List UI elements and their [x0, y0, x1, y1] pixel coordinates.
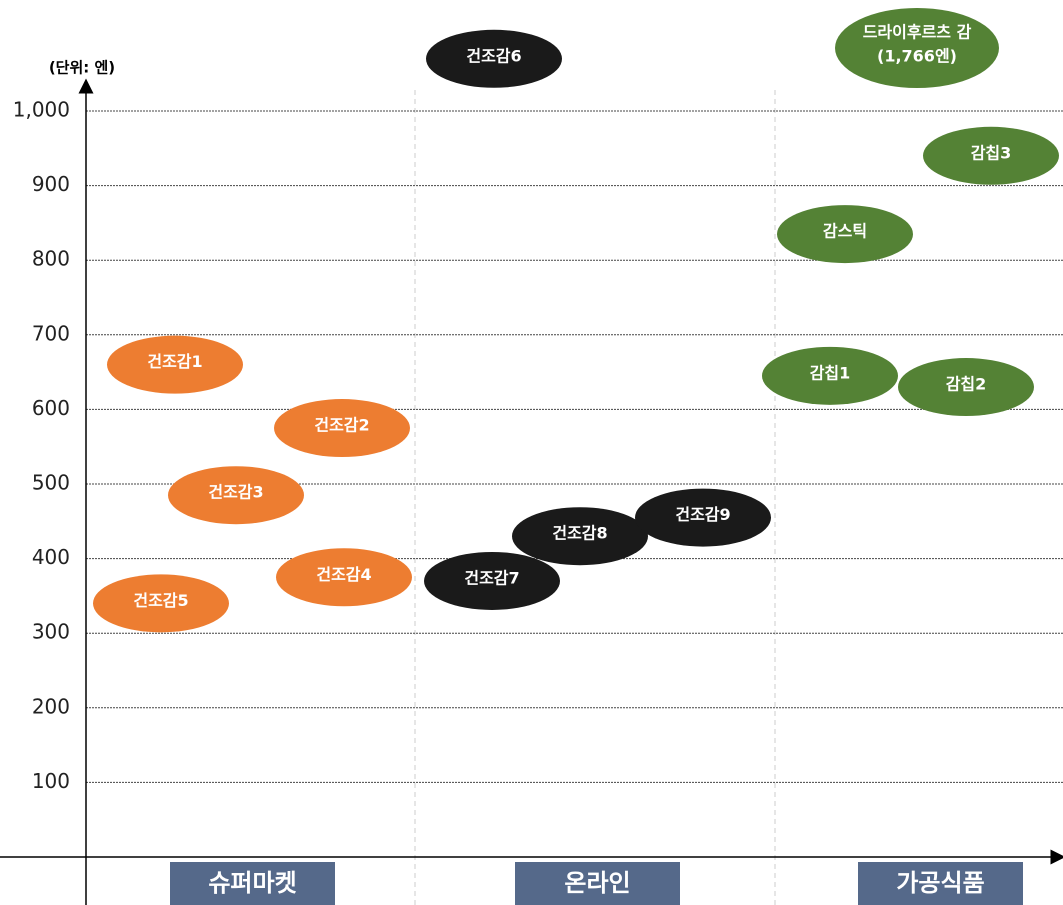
category-label: 슈퍼마켓: [208, 869, 296, 897]
point-label: 건조감2: [314, 416, 369, 435]
point: [276, 548, 412, 607]
point: [274, 399, 410, 458]
y-tick-label: 300: [32, 620, 70, 644]
point-label: 감스틱: [823, 222, 867, 241]
y-tick-label: 700: [32, 321, 70, 345]
point: [93, 574, 229, 633]
point-label: 건조감5: [133, 591, 188, 610]
point-label: 건조감9: [675, 505, 730, 524]
y-tick-label: 1,000: [13, 98, 70, 122]
point: [762, 346, 898, 405]
y-tick-label: 500: [32, 471, 70, 495]
category-box: [515, 862, 680, 905]
category-label: 가공식품: [896, 869, 984, 897]
y-tick-label: 200: [32, 694, 70, 718]
point-label: 건조감6: [466, 46, 521, 65]
point: [424, 551, 560, 610]
annotation-subtext: (1,766엔): [877, 47, 957, 66]
y-axis-label: (단위: 엔): [49, 59, 115, 77]
category-box: [170, 862, 335, 905]
annotation-bubble: [835, 8, 999, 88]
point: [426, 29, 562, 88]
y-tick-label: 800: [32, 247, 70, 271]
point: [923, 126, 1059, 185]
point-label: 건조감8: [552, 524, 607, 543]
point: [777, 205, 913, 264]
y-tick-label: 600: [32, 396, 70, 420]
point-label: 감칩2: [946, 375, 987, 394]
category-box: [858, 862, 1023, 905]
category-label: 온라인: [564, 869, 630, 897]
point: [168, 466, 304, 525]
point: [107, 335, 243, 394]
y-tick-label: 400: [32, 545, 70, 569]
point-label: 건조감1: [147, 352, 202, 371]
annotation-text: 드라이후르츠 감: [863, 23, 972, 42]
point: [898, 358, 1034, 417]
point-label: 감칩1: [810, 363, 851, 382]
point: [512, 507, 648, 566]
point-label: 건조감4: [316, 565, 371, 584]
point-label: 건조감7: [464, 568, 519, 587]
point: [635, 488, 771, 547]
y-tick-label: 100: [32, 769, 70, 793]
point-label: 건조감3: [208, 483, 263, 502]
point-label: 감칩3: [971, 143, 1012, 162]
y-tick-label: 900: [32, 172, 70, 196]
